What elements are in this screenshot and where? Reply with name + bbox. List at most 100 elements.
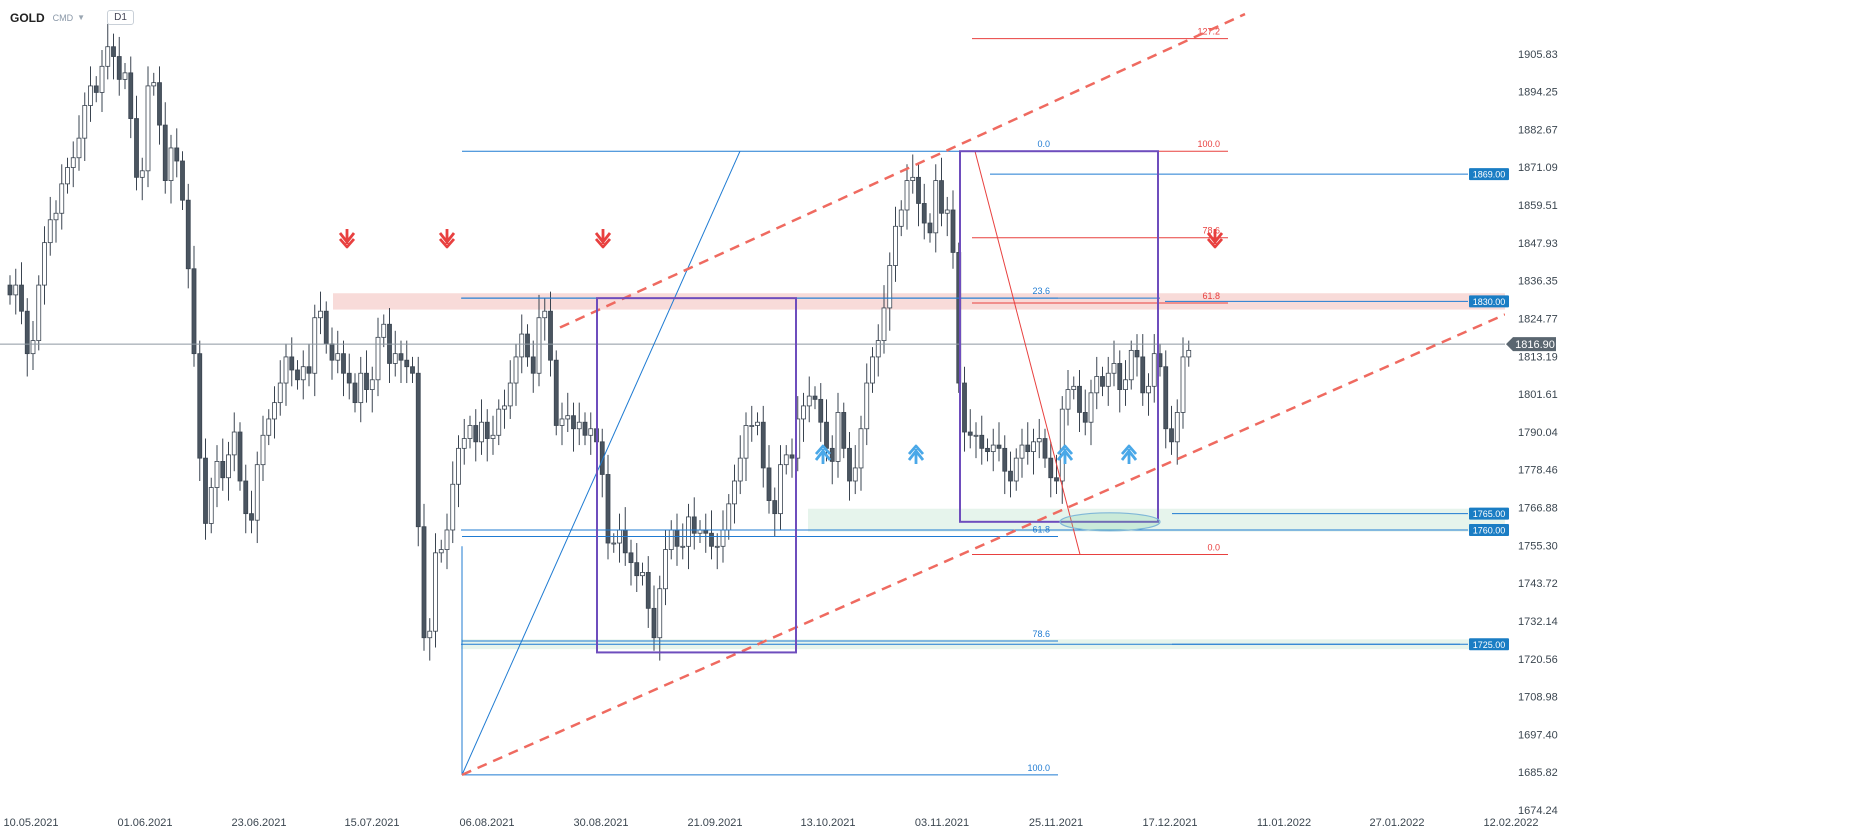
arrow-up-icon [907,444,925,464]
x-tick-label: 23.06.2021 [231,817,286,829]
candle [1180,337,1186,429]
candle [1140,334,1146,406]
candle [1123,360,1128,406]
candle [1151,334,1157,403]
chevron-down-icon[interactable]: ▼ [77,13,86,22]
candles-layer [7,23,1192,661]
candle-body [59,183,65,214]
y-tick-label: 1697.40 [1518,729,1558,741]
candle [542,298,548,341]
candle-body [180,160,185,201]
candle-body [456,447,461,485]
candle-body [272,402,277,420]
symbol-label[interactable]: GOLD [10,10,45,25]
fib-blue-label: 78.6 [1032,629,1050,639]
candle-body [1036,438,1042,443]
candle [893,206,898,282]
candle [82,92,88,162]
x-tick-label: 30.08.2021 [573,817,628,829]
price-level-tag-text: 1830.00 [1473,297,1506,307]
candle [674,513,680,566]
fib-blue-label: 23.6 [1032,286,1050,296]
candle [967,409,973,449]
price-level-tag: 1765.00 [1469,507,1509,520]
candle-body [197,353,203,459]
candle-body [910,176,916,181]
candle-body [1002,447,1008,472]
candle [760,405,766,488]
candle-body [778,464,783,515]
current-price-tag-bg [1506,337,1556,352]
candle [927,213,933,243]
candle-body [490,434,496,439]
candle [749,405,755,442]
candle-body [933,180,939,234]
candle [789,438,795,478]
candle-body [157,82,162,126]
y-tick-label: 1766.88 [1518,503,1558,515]
candle [19,262,24,325]
candle [1025,422,1031,465]
x-tick-label: 01.06.2021 [117,817,172,829]
candle [76,115,82,171]
candle-body [47,219,53,244]
arrow-up-icon [814,444,832,464]
candle-body [404,359,410,368]
source-label: CMD [52,12,74,23]
candle-body [530,356,536,374]
y-tick-label: 1871.09 [1518,162,1558,174]
y-tick-label: 1882.67 [1518,124,1558,136]
candle-body [542,310,548,319]
candle-body [398,353,404,361]
candle-body [622,529,628,554]
y-tick-label: 1708.98 [1518,692,1558,704]
arrow-down-icon [1206,229,1224,249]
candle-body [295,369,300,381]
candle [180,151,185,210]
candle [237,422,243,491]
fib-blue-label: 61.8 [1032,525,1050,535]
candle [950,190,956,269]
candle-body [243,480,249,515]
candle [122,63,128,90]
arrow-down-shape [338,229,356,249]
candle-body [864,382,870,430]
candle [582,412,588,446]
candle-body [904,180,910,211]
candle-body [249,513,254,521]
price-level-tag-bg [1469,507,1509,520]
candle [427,618,433,661]
price-level-tag: 1725.00 [1469,638,1509,651]
candle [496,399,502,446]
candle-body [151,82,157,87]
candle [858,415,864,491]
y-tick-label: 1732.14 [1518,616,1558,628]
candle-body [605,474,611,544]
candle-body [749,425,755,427]
candle-body [70,157,76,168]
candle [88,66,93,122]
timeframe-select[interactable]: D1 [107,10,134,25]
price-level-tag-text: 1760.00 [1473,525,1506,535]
candle-body [30,340,36,355]
candle-body [300,366,306,381]
candle-body [1008,470,1013,482]
candle-body [1169,428,1174,443]
candle-body [467,425,473,439]
candle [231,412,237,472]
candle [300,350,306,400]
candle-body [375,336,381,381]
candle-body [82,105,88,139]
candle-body [818,398,824,423]
candle-body [36,284,42,341]
candle [1002,435,1008,495]
candle [801,392,806,442]
candle [306,343,312,387]
candle [732,464,737,524]
candle-body [484,421,490,439]
candle [433,533,438,648]
x-tick-label: 10.05.2021 [3,817,58,829]
candle [105,23,111,80]
candle [7,275,13,305]
